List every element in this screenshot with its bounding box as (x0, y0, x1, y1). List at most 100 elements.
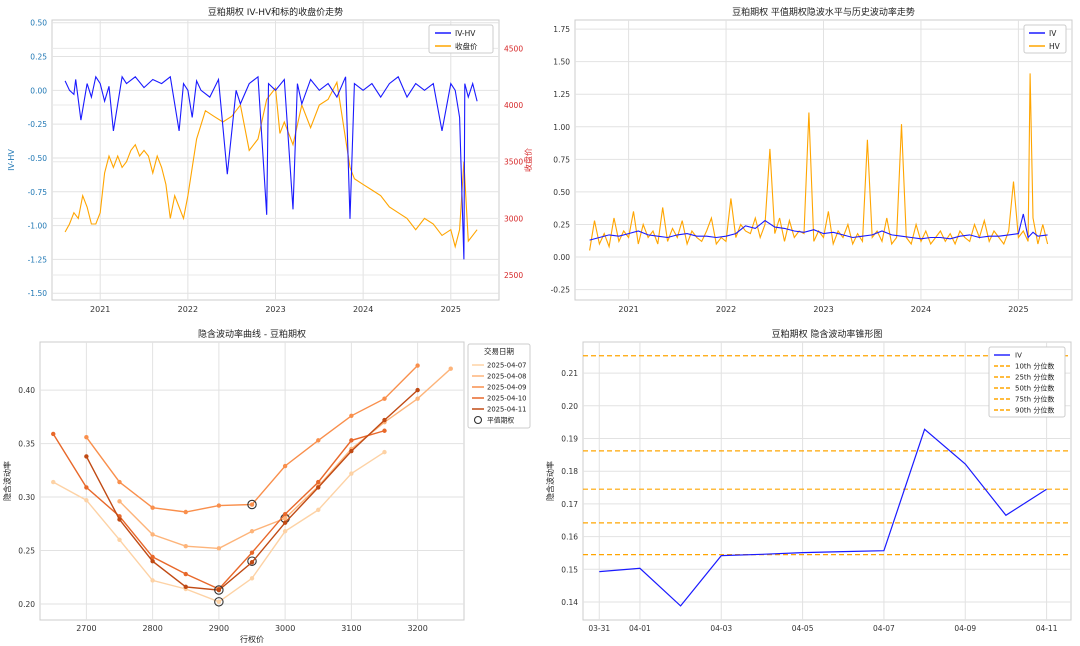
p3-point (84, 434, 89, 440)
p2-grid (575, 20, 1072, 300)
p1-x-tick-label: 2024 (353, 305, 373, 314)
p3-point (382, 428, 387, 433)
p2-x-tick-label: 2022 (716, 305, 736, 314)
p1-y-tick-label: -0.50 (28, 154, 48, 163)
p3-point (249, 502, 255, 507)
p3-point (84, 498, 89, 503)
p3-point (117, 517, 122, 522)
p3-point (51, 431, 56, 437)
p3-grid (40, 342, 464, 620)
p3-y-tick-label: 0.25 (18, 547, 35, 556)
p3-point (349, 413, 354, 418)
p4-y-tick-label: 0.21 (561, 369, 578, 378)
p1-series-ivhv-line (64, 75, 478, 260)
p3-x-axis-label: 行权价 (240, 634, 264, 644)
p2-y-tick-label: 0.25 (553, 220, 570, 229)
p3-point (316, 485, 321, 490)
p2-y-tick-label: 1.50 (553, 58, 570, 67)
p3-point (316, 507, 321, 513)
p3-point (183, 584, 188, 590)
p3-x-tick-label: 2800 (142, 624, 162, 633)
p3-legend-label: 2025-04-09 (487, 384, 527, 392)
p3-point (282, 516, 288, 521)
p3-point (216, 587, 222, 593)
p3-point (415, 387, 420, 393)
p3-point (150, 558, 155, 564)
p1-title: 豆粕期权 IV-HV和标的收盘价走势 (208, 6, 343, 18)
p2-y-tick-label: 0.50 (553, 188, 570, 197)
p3-y-tick-label: 0.40 (18, 386, 35, 395)
p1-y-tick-label: -1.50 (28, 289, 48, 298)
p1-series-close-line (64, 80, 478, 249)
p3-atm-marker (214, 597, 224, 607)
p2-x-tick-label: 2025 (1008, 305, 1028, 314)
p1-y2-tick-label: 3000 (504, 214, 523, 223)
p3-x-tick-label: 3200 (407, 624, 427, 633)
p1-y-tick-label: 0.50 (30, 19, 47, 28)
p1-y2-axis-label: 收盘价 (523, 148, 533, 172)
p3-point (150, 578, 155, 583)
p3-point (84, 485, 89, 490)
p3-point (415, 396, 420, 401)
p3-point (150, 505, 155, 510)
p1-x-tick-label: 2023 (265, 305, 285, 314)
p3-point (316, 479, 321, 485)
p2-legend: IV HV (1023, 24, 1067, 54)
p2-y-tick-label: 1.25 (553, 90, 570, 99)
p3-y-tick-label: 0.30 (18, 493, 35, 502)
p4-x-tick-label: 04-01 (629, 624, 651, 633)
p1-grid (52, 20, 499, 300)
p4-legend-label: 90th 分位数 (1015, 406, 1054, 415)
p2-series-iv-line (589, 213, 1048, 241)
p2-x-tick-label: 2023 (813, 305, 833, 314)
p4-legend-label: 25th 分位数 (1015, 373, 1054, 382)
p1-x-tick-label: 2022 (178, 305, 198, 314)
p3-atm-marker (247, 499, 257, 510)
p3-legend-label: 2025-04-07 (487, 362, 527, 370)
p3-y-tick-label: 0.20 (18, 600, 35, 609)
p3-point (349, 438, 354, 443)
p4-legend: IV 10th 分位数 25th 分位数 50th 分位数 75th 分位数 90th 分… (988, 346, 1066, 418)
p2-y-tick-label: 0.75 (553, 155, 570, 164)
p3-point (282, 511, 288, 517)
p4-x-tick-label: 04-11 (1036, 624, 1058, 633)
p3-point (415, 363, 420, 368)
p3-point (51, 479, 56, 485)
p4-y-tick-label: 0.16 (561, 533, 578, 542)
p4-legend-label: 50th 分位数 (1015, 384, 1054, 393)
p3-point (249, 529, 255, 534)
p3-legend-label: 2025-04-08 (487, 373, 527, 381)
p3-point (448, 366, 453, 371)
p4-x-tick-label: 04-05 (792, 624, 814, 633)
p4-y-tick-label: 0.19 (561, 434, 578, 443)
p3-point (183, 509, 188, 515)
p1-legend-label-ivhv: IV-HV (455, 29, 476, 38)
p1-y2-tick-label: 2500 (504, 271, 523, 280)
p3-point (117, 499, 122, 504)
p3-point (382, 396, 387, 401)
p4-y-tick-label: 0.18 (561, 467, 578, 476)
p1-y2-tick-label: 3500 (504, 158, 523, 167)
p3-point (84, 454, 89, 459)
p1-x-tick-label: 2021 (90, 305, 110, 314)
p2-x-tick-label: 2024 (911, 305, 931, 314)
p1-y-tick-label: -0.75 (28, 188, 48, 197)
p3-y-axis-label: 隐含波动率 (2, 461, 12, 501)
p4-legend-label: 10th 分位数 (1015, 362, 1054, 371)
p4-y-tick-label: 0.20 (561, 402, 578, 411)
p3-point (249, 576, 255, 581)
p3-point (249, 560, 255, 565)
p3-point (249, 550, 255, 555)
p3-point (282, 463, 288, 469)
p3-point (382, 417, 387, 423)
p3-point (349, 471, 354, 476)
p2-title: 豆粕期权 平值期权隐波水平与历史波动率走势 (732, 6, 915, 18)
p1-legend-label-close: 收盘价 (455, 41, 478, 51)
p4-y-axis-label: 隐含波动率 (545, 461, 555, 501)
p2-y-tick-label: -0.25 (551, 286, 571, 295)
p1-y-tick-label: 0.00 (30, 86, 47, 95)
p3-point (150, 554, 155, 560)
p4-legend-label: IV (1015, 352, 1022, 360)
p2-x-tick-label: 2021 (618, 305, 638, 314)
